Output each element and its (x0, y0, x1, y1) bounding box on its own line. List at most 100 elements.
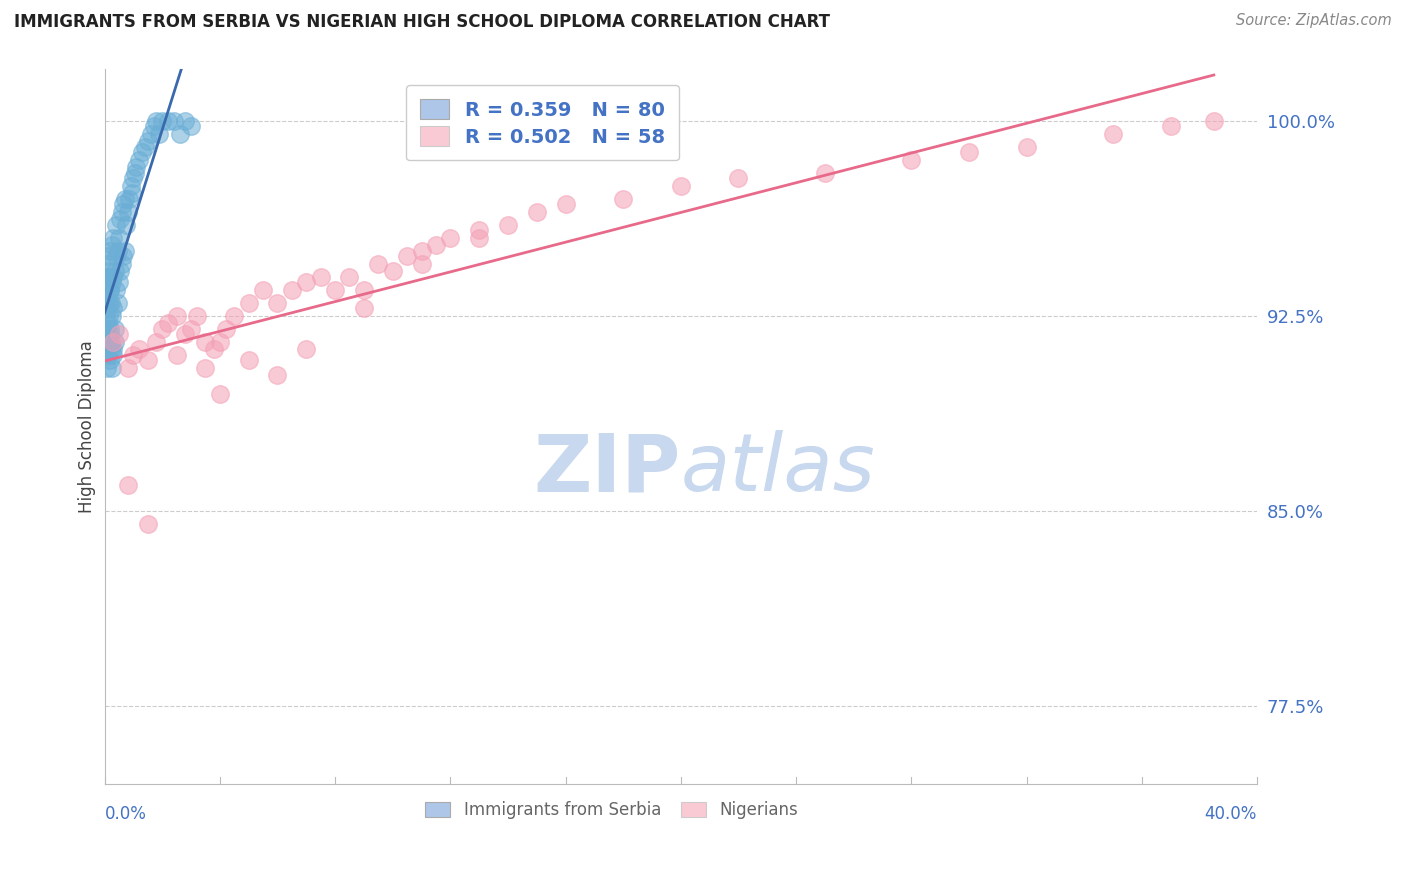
Point (353, 301, 375, 315)
Point (411, 244, 433, 258)
Point (122, 170, 145, 185)
Point (96, 301, 118, 315)
Point (103, 348, 125, 362)
Point (145, 334, 167, 349)
Point (115, 218, 138, 232)
Point (208, 386, 231, 401)
Point (1015, 139, 1038, 153)
Point (727, 170, 749, 185)
Point (100, 343, 122, 357)
Point (110, 264, 132, 278)
Point (96, 343, 118, 357)
Point (612, 192, 634, 206)
Point (110, 212, 132, 227)
Point (125, 161, 148, 175)
Point (98, 326, 121, 341)
Y-axis label: High School Diploma: High School Diploma (79, 340, 96, 513)
Point (107, 295, 129, 310)
Point (136, 352, 159, 367)
Point (118, 192, 141, 206)
Point (425, 238, 447, 252)
Point (224, 309, 246, 323)
Point (105, 283, 128, 297)
Text: 40.0%: 40.0% (1205, 805, 1257, 822)
Point (900, 153, 922, 167)
Point (128, 153, 150, 167)
Point (496, 218, 519, 232)
Point (166, 309, 188, 323)
Point (131, 145, 153, 159)
Point (103, 230, 125, 244)
Point (266, 368, 288, 383)
Point (122, 348, 145, 362)
Point (96, 321, 118, 335)
Point (105, 218, 128, 232)
Point (101, 238, 124, 252)
Point (97, 309, 120, 323)
Point (208, 334, 231, 349)
Text: IMMIGRANTS FROM SERBIA VS NIGERIAN HIGH SCHOOL DIPLOMA CORRELATION CHART: IMMIGRANTS FROM SERBIA VS NIGERIAN HIGH … (14, 13, 830, 31)
Point (439, 230, 461, 244)
Point (100, 334, 122, 349)
Point (94, 283, 117, 297)
Point (108, 326, 131, 341)
Point (97, 269, 120, 284)
Point (97, 334, 120, 349)
Point (396, 249, 419, 263)
Point (145, 113, 167, 128)
Point (108, 230, 131, 244)
Point (156, 113, 179, 128)
Point (98, 321, 121, 335)
Point (186, 309, 208, 323)
Point (117, 360, 139, 375)
Point (526, 204, 548, 219)
Point (120, 178, 142, 193)
Point (957, 145, 980, 159)
Point (814, 165, 837, 179)
Point (180, 321, 202, 335)
Point (214, 321, 236, 335)
Point (281, 283, 304, 297)
Point (381, 264, 404, 278)
Point (104, 321, 127, 335)
Point (238, 352, 260, 367)
Point (295, 275, 318, 289)
Point (136, 516, 159, 531)
Point (174, 113, 197, 128)
Point (411, 256, 433, 270)
Point (194, 360, 217, 375)
Point (98, 244, 121, 258)
Point (468, 230, 491, 244)
Point (94, 269, 117, 284)
Point (124, 165, 146, 179)
Point (339, 269, 361, 284)
Point (554, 196, 576, 211)
Point (1202, 113, 1225, 128)
Point (96, 275, 118, 289)
Text: Source: ZipAtlas.com: Source: ZipAtlas.com (1236, 13, 1392, 29)
Point (104, 334, 127, 349)
Point (238, 295, 260, 310)
Point (96, 264, 118, 278)
Point (323, 283, 346, 297)
Point (202, 343, 225, 357)
Point (94, 309, 117, 323)
Point (104, 264, 127, 278)
Legend: Immigrants from Serbia, Nigerians: Immigrants from Serbia, Nigerians (419, 794, 804, 825)
Point (148, 127, 170, 141)
Point (96, 334, 118, 349)
Text: atlas: atlas (681, 430, 876, 508)
Point (111, 204, 134, 219)
Point (107, 244, 129, 258)
Text: 0.0%: 0.0% (104, 805, 146, 822)
Point (136, 134, 159, 148)
Text: ZIP: ZIP (533, 430, 681, 508)
Point (101, 309, 124, 323)
Point (150, 321, 173, 335)
Point (96, 360, 118, 375)
Point (166, 348, 188, 362)
Point (156, 317, 179, 331)
Point (142, 119, 165, 133)
Point (353, 283, 375, 297)
Point (97, 348, 120, 362)
